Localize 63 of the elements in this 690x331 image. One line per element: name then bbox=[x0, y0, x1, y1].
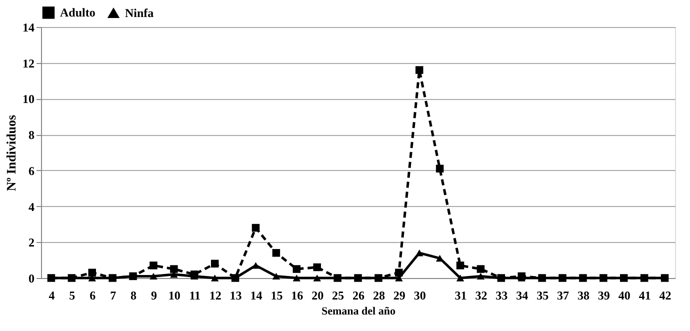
y-tick-label: 8 bbox=[28, 128, 34, 142]
x-tick-label: 11 bbox=[189, 288, 201, 302]
y-tick-label: 6 bbox=[28, 164, 34, 178]
y-axis-title: Nº Individuos bbox=[4, 114, 18, 192]
x-tick-label: 10 bbox=[168, 288, 180, 302]
x-tick-label: 35 bbox=[536, 288, 549, 302]
point bbox=[150, 272, 158, 280]
x-tick-label: 5 bbox=[69, 288, 76, 302]
x-tick-label: 12 bbox=[209, 288, 222, 302]
x-tick-label: 13 bbox=[230, 288, 242, 302]
point bbox=[456, 262, 464, 270]
x-tick-label: 41 bbox=[638, 288, 651, 302]
point bbox=[252, 262, 260, 269]
point bbox=[476, 272, 485, 280]
y-tick-label: 0 bbox=[28, 272, 34, 286]
point bbox=[456, 274, 464, 282]
x-tick-label: 7 bbox=[110, 288, 116, 302]
x-tick-label: 15 bbox=[270, 288, 283, 302]
point bbox=[476, 265, 485, 273]
x-tick-label: 16 bbox=[291, 288, 304, 302]
point bbox=[292, 265, 301, 273]
y-tick-label: 14 bbox=[22, 20, 34, 34]
x-tick-label: 20 bbox=[312, 288, 324, 302]
x-tick-label: 42 bbox=[659, 288, 672, 302]
x-tick-label: 26 bbox=[352, 288, 364, 302]
x-tick-label: 34 bbox=[516, 288, 528, 302]
x-tick-label: 40 bbox=[618, 288, 630, 302]
x-tick-label: 38 bbox=[577, 288, 590, 302]
x-tick-label: 14 bbox=[250, 288, 262, 302]
point bbox=[88, 268, 96, 276]
x-tick-label: 25 bbox=[332, 288, 344, 302]
x-tick-label: 31 bbox=[454, 288, 467, 302]
x-tick-label: 28 bbox=[372, 288, 385, 302]
x-tick-label: 30 bbox=[414, 288, 426, 302]
y-tick-label: 10 bbox=[22, 92, 34, 106]
x-tick-label: 32 bbox=[475, 288, 488, 302]
legend-label: Ninfa bbox=[125, 6, 154, 20]
point bbox=[415, 250, 424, 256]
point bbox=[415, 66, 424, 74]
x-tick-label: 37 bbox=[557, 288, 570, 302]
point bbox=[252, 224, 260, 232]
point bbox=[313, 263, 321, 272]
point bbox=[272, 249, 280, 257]
point bbox=[313, 274, 321, 282]
x-tick-label: 29 bbox=[393, 288, 406, 302]
y-tick-label: 12 bbox=[22, 56, 34, 70]
x-axis-title: Semana del año bbox=[322, 306, 396, 318]
point bbox=[210, 274, 219, 282]
point bbox=[210, 260, 219, 268]
x-tick-label: 39 bbox=[598, 288, 610, 302]
legend-label: Adulto bbox=[60, 6, 96, 20]
point bbox=[272, 272, 280, 280]
y-tick-label: 4 bbox=[28, 200, 34, 214]
x-tick-label: 4 bbox=[48, 288, 55, 302]
x-tick-label: 6 bbox=[90, 288, 96, 302]
point bbox=[292, 274, 301, 282]
point bbox=[150, 262, 158, 270]
point bbox=[436, 164, 444, 173]
x-tick-label: 8 bbox=[130, 288, 137, 302]
x-tick-label: 33 bbox=[496, 288, 508, 302]
x-tick-label: 9 bbox=[150, 288, 157, 302]
point bbox=[170, 265, 178, 273]
y-tick-label: 2 bbox=[28, 236, 34, 250]
